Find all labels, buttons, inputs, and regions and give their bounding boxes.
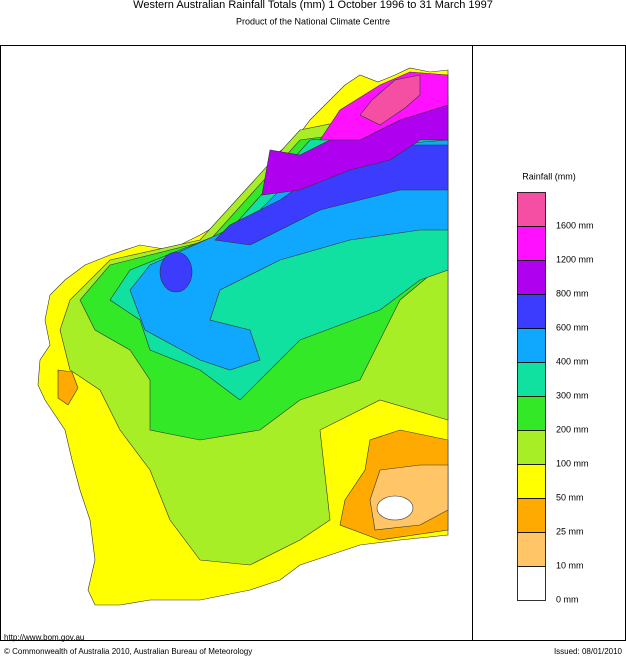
legend-swatch [517,566,546,601]
map [37,67,449,606]
legend-swatch [517,226,546,261]
footer-url: http://www.bom.gov.au [4,633,84,642]
legend-label: 0 mm [556,594,579,604]
legend-swatch [517,328,546,363]
legend-swatch [517,260,546,295]
legend-swatch [517,430,546,465]
legend: 1600 mm 1200 mm 800 mm 600 mm 400 mm 300 mm 20… [517,192,594,604]
legend-label: 200 mm [556,424,589,434]
legend-label: 600 mm [556,322,589,332]
legend-swatch [517,294,546,329]
legend-label: 100 mm [556,458,589,468]
region [57,369,79,406]
subtitle: Product of the National Climate Centre [236,16,390,26]
region [159,251,193,293]
legend-swatch [517,498,546,533]
legend-frame [472,45,626,641]
legend-label: 10 mm [556,560,584,570]
legend-swatch [517,532,546,567]
legend-swatch [517,396,546,431]
legend-swatch [517,192,546,227]
region [376,495,414,521]
legend-label: 800 mm [556,288,589,298]
legend-label: 300 mm [556,390,589,400]
legend-label: 50 mm [556,492,584,502]
footer-copyright: © Commonwealth of Australia 2010, Austra… [4,647,252,656]
legend-title: Rainfall (mm) [522,171,576,181]
title: Western Australian Rainfall Totals (mm) … [133,0,493,11]
legend-swatch [517,464,546,499]
legend-label: 1600 mm [556,220,594,230]
footer-issued: Issued: 08/01/2010 [554,647,623,656]
legend-label: 1200 mm [556,254,594,264]
legend-swatch [517,362,546,397]
legend-label: 400 mm [556,356,589,366]
legend-label: 25 mm [556,526,584,536]
region [359,74,421,126]
